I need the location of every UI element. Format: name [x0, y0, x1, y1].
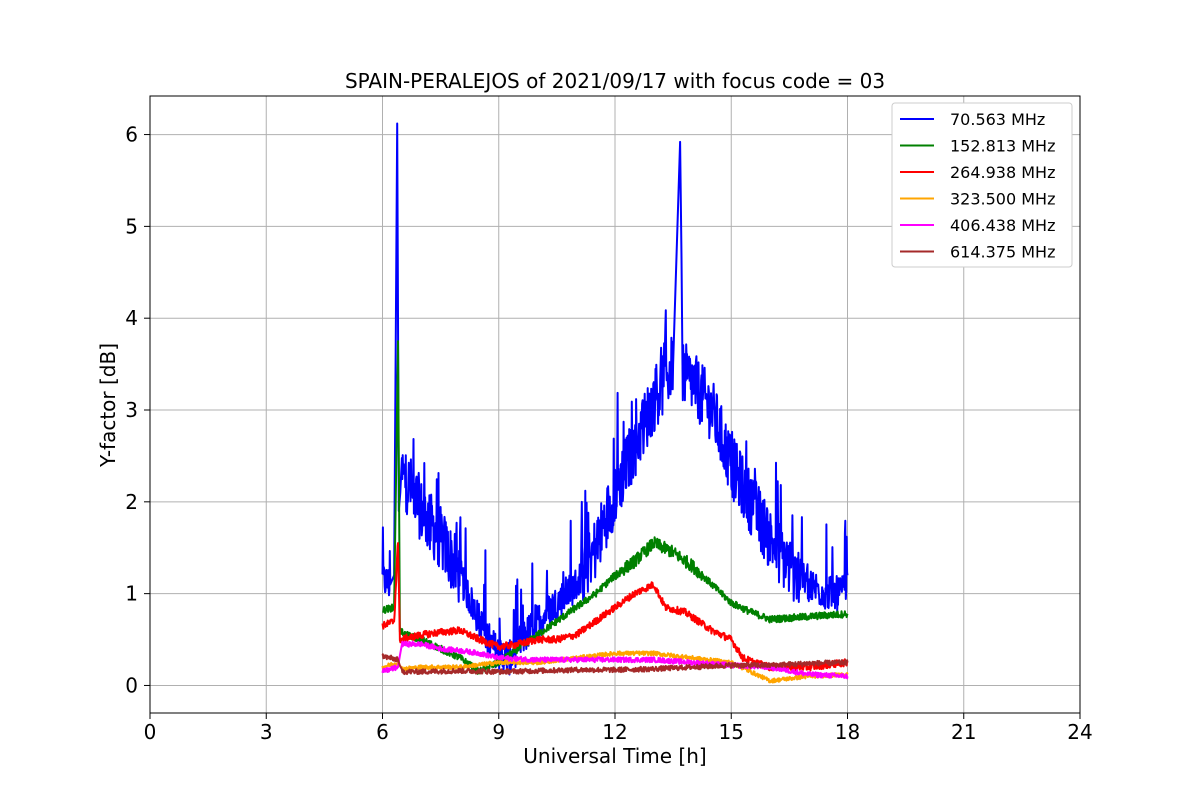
x-tick-label: 6	[376, 720, 389, 744]
series-line	[381, 653, 849, 676]
x-tick-label: 18	[835, 720, 860, 744]
y-tick-label: 6	[125, 123, 138, 147]
y-tick-label: 4	[125, 306, 138, 330]
legend-label: 323.500 MHz	[950, 190, 1055, 209]
legend-label: 264.938 MHz	[950, 163, 1055, 182]
series-layer	[381, 122, 849, 684]
y-tick-label: 2	[125, 490, 138, 514]
legend-label: 70.563 MHz	[950, 110, 1045, 129]
legend-box	[891, 102, 1073, 268]
x-tick-label: 21	[951, 720, 976, 744]
x-tick-label: 3	[260, 720, 273, 744]
x-axis-label: Universal Time [h]	[523, 744, 706, 768]
y-tick-label: 5	[125, 214, 138, 238]
legend: 70.563 MHz 152.813 MHz 264.938 MHz 323.500 …	[891, 102, 1073, 268]
x-tick-label: 9	[492, 720, 505, 744]
x-tick-label: 12	[602, 720, 627, 744]
y-tick-label: 0	[125, 673, 138, 697]
series-line	[381, 122, 849, 676]
y-axis-label: Y-factor [dB]	[96, 343, 120, 468]
legend-label: 152.813 MHz	[950, 137, 1055, 156]
x-tick-label: 15	[719, 720, 744, 744]
y-tick-label: 1	[125, 582, 138, 606]
x-tick-label: 24	[1067, 720, 1092, 744]
series-line	[381, 340, 849, 675]
y-tick-label: 3	[125, 398, 138, 422]
legend-label: 614.375 MHz	[950, 243, 1055, 262]
legend-label: 406.438 MHz	[950, 216, 1055, 235]
chart-title: SPAIN-PERALEJOS of 2021/09/17 with focus…	[345, 69, 885, 93]
x-tick-label: 0	[144, 720, 157, 744]
